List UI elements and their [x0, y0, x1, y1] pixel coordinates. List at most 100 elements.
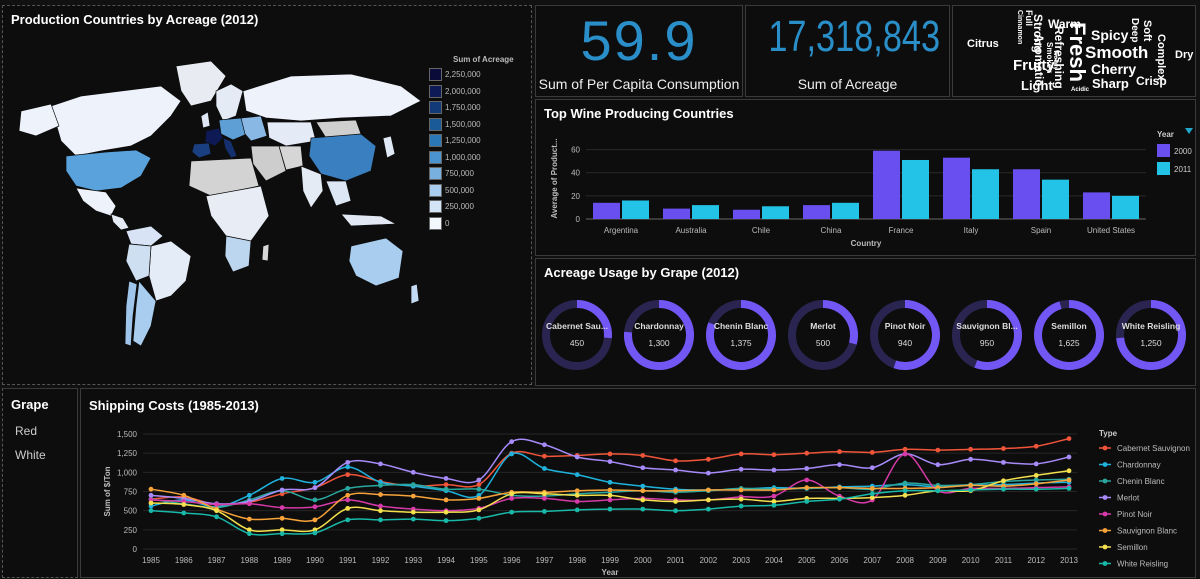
bar-2000[interactable]: [663, 208, 690, 219]
line-series-point[interactable]: [902, 451, 908, 457]
bar-2011[interactable]: [902, 159, 929, 219]
bar-2011[interactable]: [1042, 179, 1069, 219]
filter-icon[interactable]: [1185, 128, 1193, 134]
bar-2000[interactable]: [943, 157, 970, 219]
line-series-point[interactable]: [804, 499, 810, 504]
line-series-point[interactable]: [542, 442, 547, 448]
line-series-point[interactable]: [279, 487, 285, 493]
bar-2011[interactable]: [692, 205, 719, 219]
line-series-point[interactable]: [312, 479, 318, 485]
donut-arc[interactable]: [1116, 300, 1186, 370]
word-cloud-word[interactable]: Soft: [1141, 20, 1153, 42]
bar-2000[interactable]: [803, 205, 830, 219]
bar-2011[interactable]: [622, 200, 649, 219]
line-series-point[interactable]: [640, 497, 646, 503]
word-cloud-word[interactable]: Cherry: [1091, 61, 1137, 77]
line-series-point[interactable]: [869, 486, 875, 491]
line-series-point[interactable]: [607, 506, 613, 512]
map-kazakhstan[interactable]: [266, 121, 317, 147]
line-series-point[interactable]: [705, 487, 711, 493]
map-argentina[interactable]: [132, 280, 157, 347]
map-italy[interactable]: [222, 137, 238, 159]
line-series-point[interactable]: [705, 470, 711, 476]
line-series-point[interactable]: [640, 506, 646, 512]
map-australia[interactable]: [348, 237, 404, 287]
bar-legend-swatch[interactable]: [1157, 144, 1170, 157]
donut-arc[interactable]: [822, 300, 858, 345]
map-peru-bolivia[interactable]: [125, 243, 152, 282]
map-madagascar[interactable]: [261, 243, 270, 262]
line-series-point[interactable]: [771, 493, 777, 499]
line-legend-label[interactable]: Cabernet Sauvignon: [1117, 444, 1190, 453]
line-series-point[interactable]: [312, 517, 318, 523]
line-series-point[interactable]: [345, 486, 351, 491]
map-iran[interactable]: [278, 145, 304, 171]
word-cloud-word[interactable]: Warm: [1048, 17, 1081, 31]
line-series-point[interactable]: [1001, 478, 1006, 484]
line-legend-label[interactable]: Chardonnay: [1117, 461, 1161, 470]
line-legend-label[interactable]: Sauvignon Blanc: [1117, 527, 1177, 536]
line-series-point[interactable]: [378, 461, 383, 467]
line-series-point[interactable]: [771, 467, 777, 473]
line-series-point[interactable]: [345, 517, 351, 523]
bar-2000[interactable]: [733, 209, 760, 219]
map-south-africa[interactable]: [224, 235, 252, 273]
line-series-point[interactable]: [378, 503, 383, 509]
line-series-point[interactable]: [968, 487, 974, 493]
line-series-point[interactable]: [410, 469, 416, 475]
line-series-point[interactable]: [673, 488, 678, 494]
donut-arc[interactable]: [974, 300, 1022, 370]
bar-2011[interactable]: [1112, 195, 1139, 219]
line-legend-label[interactable]: Pinot Noir: [1117, 510, 1152, 519]
line-series-point[interactable]: [214, 514, 219, 520]
line-series-point[interactable]: [738, 466, 744, 472]
line-series-point[interactable]: [902, 446, 908, 452]
line-series-point[interactable]: [378, 482, 383, 488]
line-series-point[interactable]: [181, 492, 187, 498]
line-series-point[interactable]: [673, 508, 678, 514]
map-china[interactable]: [308, 133, 377, 182]
map-greenland[interactable]: [175, 60, 227, 107]
line-series-point[interactable]: [148, 492, 154, 498]
map-central-america[interactable]: [110, 213, 130, 231]
line-series-point[interactable]: [542, 466, 547, 471]
line-series-point[interactable]: [574, 492, 580, 498]
line-series-point[interactable]: [312, 485, 318, 491]
line-series-point[interactable]: [574, 499, 580, 504]
map-canada[interactable]: [50, 85, 182, 157]
map-japan[interactable]: [382, 135, 396, 159]
line-series-point[interactable]: [509, 491, 515, 497]
line-series-point[interactable]: [804, 450, 810, 456]
line-series-point[interactable]: [410, 509, 416, 515]
line-series-point[interactable]: [935, 447, 941, 453]
line-series-point[interactable]: [345, 497, 351, 503]
map-colombia-venezuela[interactable]: [125, 225, 164, 247]
line-legend-label[interactable]: Semillon: [1117, 543, 1148, 552]
line-series-point[interactable]: [214, 508, 219, 514]
line-series-point[interactable]: [902, 480, 908, 486]
line-series-point[interactable]: [181, 502, 187, 507]
line-series-point[interactable]: [968, 446, 974, 452]
line-series-point[interactable]: [607, 492, 613, 498]
donut-charts[interactable]: Cabernet Sau... 450 Chardonnay 1,300 Chenin …: [536, 259, 1195, 385]
line-series-point[interactable]: [837, 496, 842, 502]
line-series-point[interactable]: [148, 486, 154, 492]
line-series-point[interactable]: [804, 477, 810, 483]
line-series-point[interactable]: [410, 516, 416, 522]
line-series-point[interactable]: [246, 527, 252, 533]
line-series-point[interactable]: [312, 530, 318, 536]
line-series-point[interactable]: [607, 497, 613, 503]
line-series-point[interactable]: [1001, 459, 1006, 465]
map-central-africa[interactable]: [205, 185, 270, 242]
map-chile[interactable]: [124, 280, 138, 347]
line-series-point[interactable]: [607, 451, 613, 457]
line-series-point[interactable]: [279, 527, 285, 533]
bar-2011[interactable]: [972, 169, 999, 219]
bar-2011[interactable]: [762, 206, 789, 219]
word-cloud-word[interactable]: Cinnamon: [1016, 10, 1023, 45]
donut-arc[interactable]: [624, 300, 694, 370]
line-series-point[interactable]: [837, 485, 842, 491]
map-brazil[interactable]: [148, 240, 192, 302]
line-series-point[interactable]: [509, 439, 515, 445]
line-legend-label[interactable]: Chenin Blanc: [1117, 477, 1165, 486]
